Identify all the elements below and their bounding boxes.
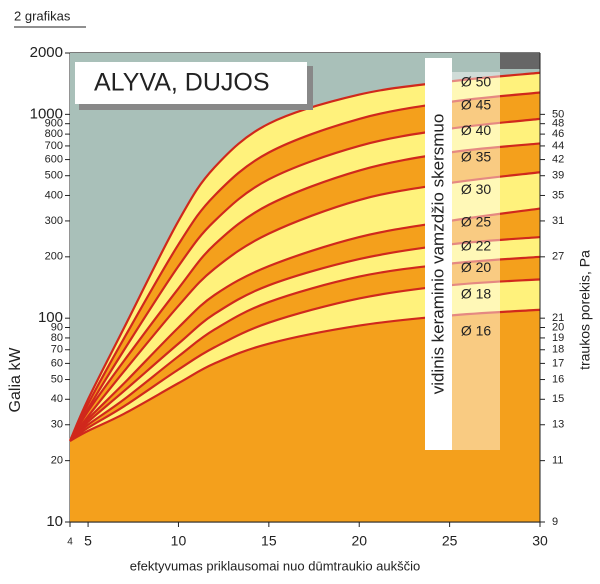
y2-tick-label: 18 [552, 344, 564, 356]
x-tick-label: 25 [442, 533, 458, 549]
x-tick-label: 10 [171, 533, 187, 549]
y-tick-label: 70 [51, 344, 63, 356]
legend-title: vidinis keraminio vamzdžio skersmuo [428, 114, 447, 395]
y-tick-label: 600 [45, 153, 63, 165]
y2-tick-label: 17 [552, 357, 564, 369]
y-tick-label: 900 [45, 118, 63, 130]
y2-tick-label: 11 [552, 455, 563, 467]
band [70, 92, 540, 441]
y2-tick-label: 19 [552, 332, 564, 344]
y-tick-label: 400 [45, 189, 63, 201]
band-label: Ø 25 [461, 214, 492, 230]
y2-tick-label: 48 [552, 118, 564, 130]
band [70, 118, 540, 441]
band [70, 172, 540, 441]
y2-tick-label: 16 [552, 373, 564, 385]
y2-tick-label: 50 [552, 108, 564, 120]
band [70, 208, 540, 441]
x-tick-label: 5 [84, 533, 92, 549]
band [70, 72, 540, 441]
band-label: Ø 16 [461, 322, 492, 338]
y2-tick-label: 20 [552, 321, 564, 333]
y-tick-label: 300 [45, 215, 63, 227]
y2-axis-label: traukos porekis, Pa [577, 250, 593, 370]
x-tick-label: 4 [67, 537, 73, 548]
band-label: Ø 22 [461, 238, 492, 254]
y-tick-label: 700 [45, 140, 63, 152]
page-label: 2 grafikas [14, 8, 71, 23]
y2-tick-label: 15 [552, 393, 564, 405]
band [70, 279, 540, 441]
x-tick-label: 30 [532, 533, 548, 549]
band [70, 237, 540, 441]
y2-tick-label: 31 [552, 215, 564, 227]
y-tick-label: 80 [51, 332, 63, 344]
band-label: Ø 50 [461, 73, 492, 89]
y-tick-label: 1000 [30, 105, 63, 122]
y2-tick-label: 21 [552, 312, 564, 324]
band [70, 309, 540, 522]
y2-tick-label: 35 [552, 189, 564, 201]
y2-tick-label: 42 [552, 153, 564, 165]
legend-title-box [425, 58, 452, 450]
y-tick-label: 500 [45, 170, 63, 182]
corner-bar [500, 53, 540, 69]
band-label: Ø 30 [461, 181, 492, 197]
y-tick-label: 60 [51, 357, 63, 369]
upper-region [70, 53, 540, 441]
band-label: Ø 20 [461, 259, 492, 275]
y2-tick-label: 9 [552, 516, 558, 528]
y-tick-label: 2000 [30, 44, 63, 61]
y2-tick-label: 44 [552, 140, 564, 152]
y-tick-label: 200 [45, 251, 63, 263]
band-label: Ø 40 [461, 122, 492, 138]
band [70, 143, 540, 441]
y-tick-label: 20 [51, 455, 63, 467]
y-tick-label: 50 [51, 373, 63, 385]
y-axis-label: Galia kW [7, 347, 24, 413]
legend-column [452, 72, 500, 450]
y-tick-label: 90 [51, 321, 63, 333]
x-tick-label: 15 [261, 533, 277, 549]
band-label: Ø 45 [461, 96, 492, 112]
y-tick-label: 30 [51, 419, 63, 431]
y2-tick-label: 13 [552, 419, 564, 431]
x-tick-label: 20 [351, 533, 367, 549]
title-box [75, 62, 307, 104]
bands [70, 53, 540, 522]
band [70, 256, 540, 441]
y2-tick-label: 39 [552, 170, 564, 182]
y-tick-label: 100 [38, 309, 63, 326]
chart-title: ALYVA, DUJOS [94, 69, 270, 97]
y2-tick-label: 46 [552, 128, 564, 140]
band-label: Ø 18 [461, 285, 492, 301]
x-axis-label: efektyvumas priklausomai nuo dūmtraukio … [130, 558, 420, 573]
band-label: Ø 35 [461, 149, 492, 165]
y-tick-label: 800 [45, 128, 63, 140]
y-tick-label: 40 [51, 393, 63, 405]
y2-tick-label: 27 [552, 251, 564, 263]
y-tick-label: 10 [46, 513, 63, 530]
